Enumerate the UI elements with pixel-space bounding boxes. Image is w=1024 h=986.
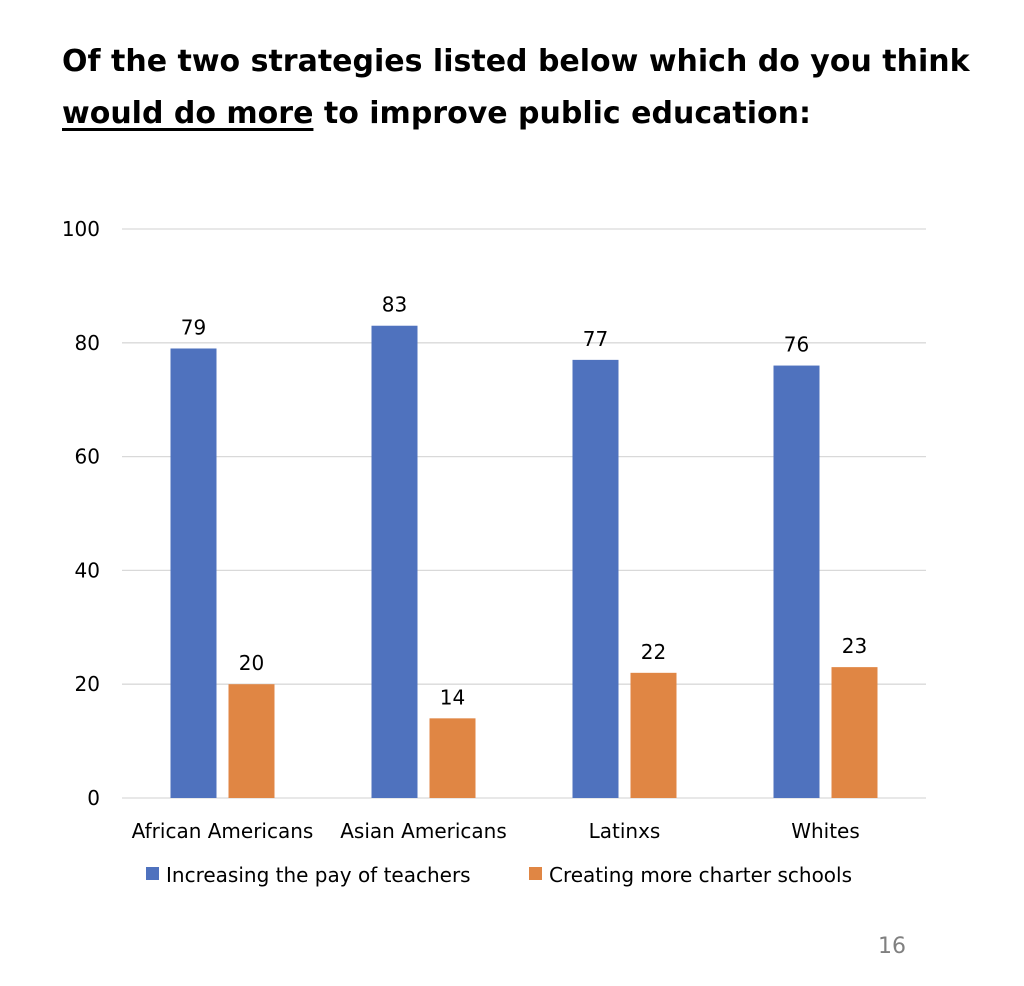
bar xyxy=(773,365,820,798)
bar xyxy=(228,684,275,798)
y-tick-label: 60 xyxy=(75,445,100,469)
legend-label: Creating more charter schools xyxy=(549,863,852,887)
bar xyxy=(572,359,619,798)
title-text-part2: to improve public education: xyxy=(313,96,811,131)
bars xyxy=(170,325,878,798)
legend: Increasing the pay of teachers Creating m… xyxy=(146,863,852,887)
data-label: 22 xyxy=(641,640,666,664)
x-category-label: Whites xyxy=(791,819,860,843)
y-tick-label: 40 xyxy=(75,558,100,582)
x-category-label: Latinxs xyxy=(589,819,661,843)
x-category-label: Asian Americans xyxy=(340,819,507,843)
bar xyxy=(630,672,677,798)
title-emphasis: would do more xyxy=(62,96,314,131)
x-axis-categories: African Americans Asian Americans Latinxs W… xyxy=(132,819,860,843)
x-category-label: African Americans xyxy=(132,819,314,843)
data-label: 20 xyxy=(239,651,264,675)
chart-title: Of the two strategies listed below which… xyxy=(62,36,982,140)
y-axis-ticks: 0 20 40 60 80 100 xyxy=(62,217,100,810)
data-label: 23 xyxy=(842,634,867,658)
bar xyxy=(831,667,878,798)
legend-label: Increasing the pay of teachers xyxy=(166,863,471,887)
legend-swatch xyxy=(529,867,542,880)
data-label: 76 xyxy=(784,333,809,357)
bar xyxy=(170,348,217,798)
data-labels: 79 20 83 14 77 22 76 23 xyxy=(181,293,867,710)
page-number: 16 xyxy=(878,934,906,959)
bar xyxy=(371,325,418,798)
legend-swatch xyxy=(146,867,159,880)
data-label: 79 xyxy=(181,315,206,339)
data-label: 14 xyxy=(440,685,465,709)
title-text-part1: Of the two strategies listed below which… xyxy=(62,44,970,79)
data-label: 77 xyxy=(583,327,608,351)
y-tick-label: 100 xyxy=(62,217,100,241)
bar xyxy=(429,718,476,798)
data-label: 83 xyxy=(382,293,407,317)
y-tick-label: 80 xyxy=(75,331,100,355)
y-tick-label: 0 xyxy=(87,786,100,810)
y-tick-label: 20 xyxy=(75,672,100,696)
